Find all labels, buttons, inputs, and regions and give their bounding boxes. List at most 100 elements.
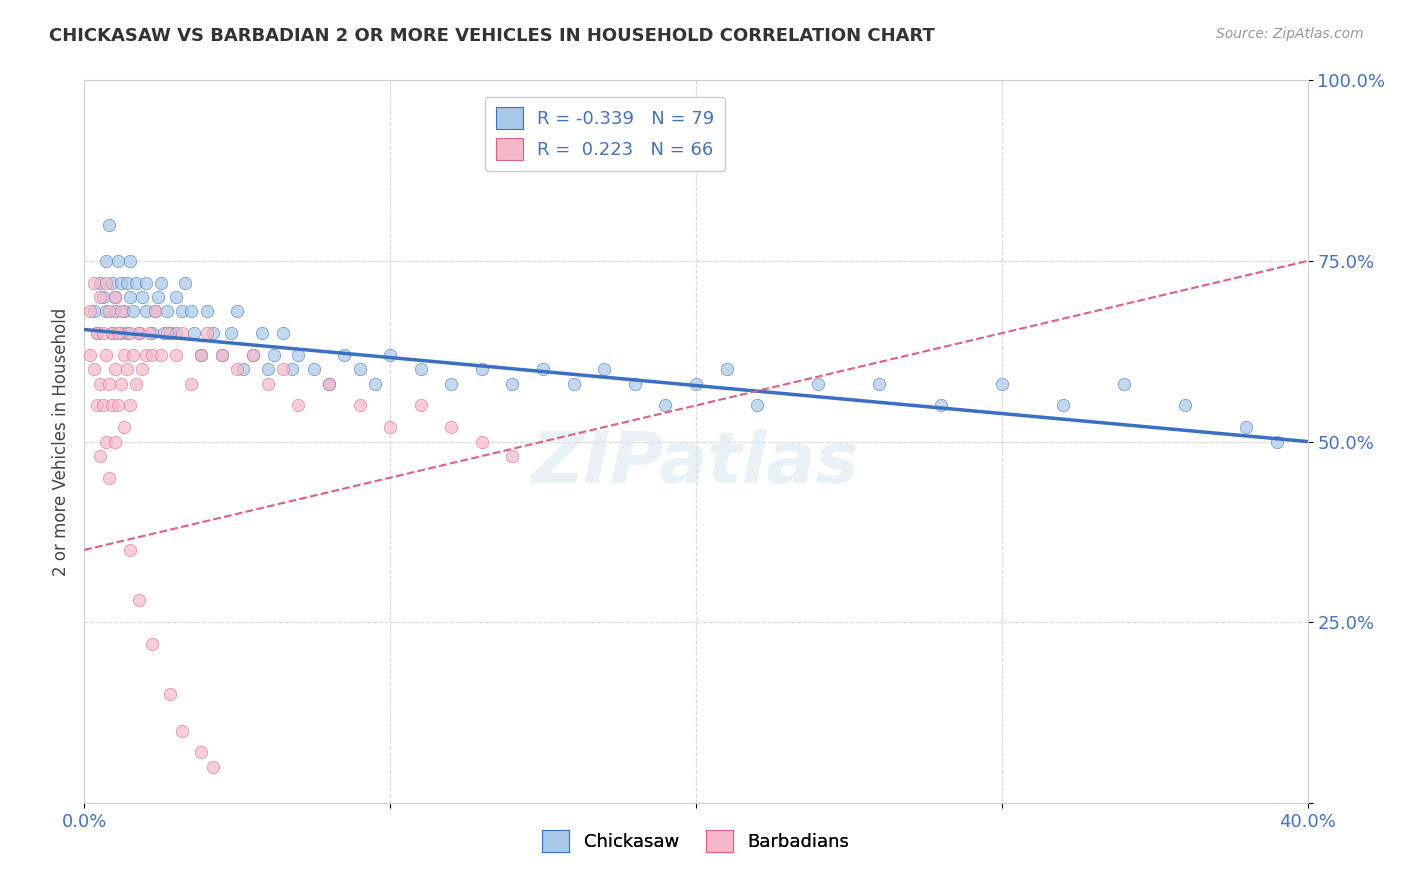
Point	[112, 304, 135, 318]
Point	[128, 326, 150, 340]
Point	[226, 304, 249, 318]
Point	[263, 348, 285, 362]
Point	[143, 304, 166, 318]
Point	[91, 290, 114, 304]
Point	[89, 276, 111, 290]
Point	[86, 326, 108, 340]
Point	[94, 253, 117, 268]
Point	[219, 326, 242, 340]
Point	[101, 326, 124, 340]
Point	[101, 326, 124, 340]
Point	[287, 348, 309, 362]
Point	[141, 348, 163, 362]
Point	[104, 362, 127, 376]
Y-axis label: 2 or more Vehicles in Household: 2 or more Vehicles in Household	[52, 308, 70, 575]
Text: Source: ZipAtlas.com: Source: ZipAtlas.com	[1216, 27, 1364, 41]
Point	[211, 348, 233, 362]
Point	[180, 376, 202, 391]
Point	[409, 398, 432, 412]
Point	[120, 253, 142, 268]
Point	[86, 398, 108, 412]
Point	[242, 348, 264, 362]
Point	[349, 362, 371, 376]
Point	[97, 304, 120, 318]
Point	[349, 398, 371, 412]
Point	[172, 723, 194, 738]
Point	[94, 304, 117, 318]
Point	[120, 398, 142, 412]
Point	[94, 276, 117, 290]
Point	[201, 326, 224, 340]
Point	[250, 326, 273, 340]
Point	[685, 376, 707, 391]
Point	[624, 376, 647, 391]
Point	[128, 326, 150, 340]
Point	[502, 449, 524, 463]
Point	[195, 326, 218, 340]
Point	[138, 326, 160, 340]
Point	[122, 304, 145, 318]
Point	[107, 398, 129, 412]
Point	[91, 326, 114, 340]
Point	[104, 304, 127, 318]
Point	[183, 326, 205, 340]
Point	[502, 376, 524, 391]
Point	[115, 276, 138, 290]
Point	[190, 745, 212, 759]
Point	[174, 276, 197, 290]
Point	[165, 326, 187, 340]
Point	[94, 348, 117, 362]
Point	[115, 326, 138, 340]
Point	[125, 376, 148, 391]
Point	[318, 376, 340, 391]
Point	[141, 326, 163, 340]
Point	[146, 290, 169, 304]
Point	[120, 542, 142, 557]
Point	[79, 348, 101, 362]
Point	[110, 276, 132, 290]
Point	[1174, 398, 1197, 412]
Point	[201, 760, 224, 774]
Point	[156, 326, 179, 340]
Point	[1052, 398, 1074, 412]
Point	[97, 218, 120, 232]
Point	[271, 362, 294, 376]
Point	[120, 290, 142, 304]
Point	[135, 304, 157, 318]
Point	[107, 326, 129, 340]
Point	[89, 449, 111, 463]
Point	[83, 276, 105, 290]
Point	[380, 348, 402, 362]
Point	[135, 348, 157, 362]
Point	[654, 398, 676, 412]
Point	[120, 326, 142, 340]
Point	[747, 398, 769, 412]
Point	[471, 362, 494, 376]
Point	[79, 304, 101, 318]
Point	[89, 290, 111, 304]
Point	[153, 326, 176, 340]
Point	[107, 253, 129, 268]
Point	[232, 362, 254, 376]
Text: ZIPatlas: ZIPatlas	[533, 429, 859, 498]
Point	[104, 290, 127, 304]
Point	[135, 276, 157, 290]
Point	[257, 362, 280, 376]
Point	[226, 362, 249, 376]
Point	[281, 362, 304, 376]
Point	[112, 348, 135, 362]
Point	[172, 304, 194, 318]
Point	[122, 348, 145, 362]
Point	[131, 290, 153, 304]
Point	[112, 420, 135, 434]
Point	[101, 276, 124, 290]
Point	[172, 326, 194, 340]
Point	[271, 326, 294, 340]
Point	[101, 398, 124, 412]
Point	[531, 362, 554, 376]
Point	[165, 348, 187, 362]
Point	[83, 304, 105, 318]
Text: CHICKASAW VS BARBADIAN 2 OR MORE VEHICLES IN HOUSEHOLD CORRELATION CHART: CHICKASAW VS BARBADIAN 2 OR MORE VEHICLE…	[49, 27, 935, 45]
Point	[110, 376, 132, 391]
Point	[333, 348, 356, 362]
